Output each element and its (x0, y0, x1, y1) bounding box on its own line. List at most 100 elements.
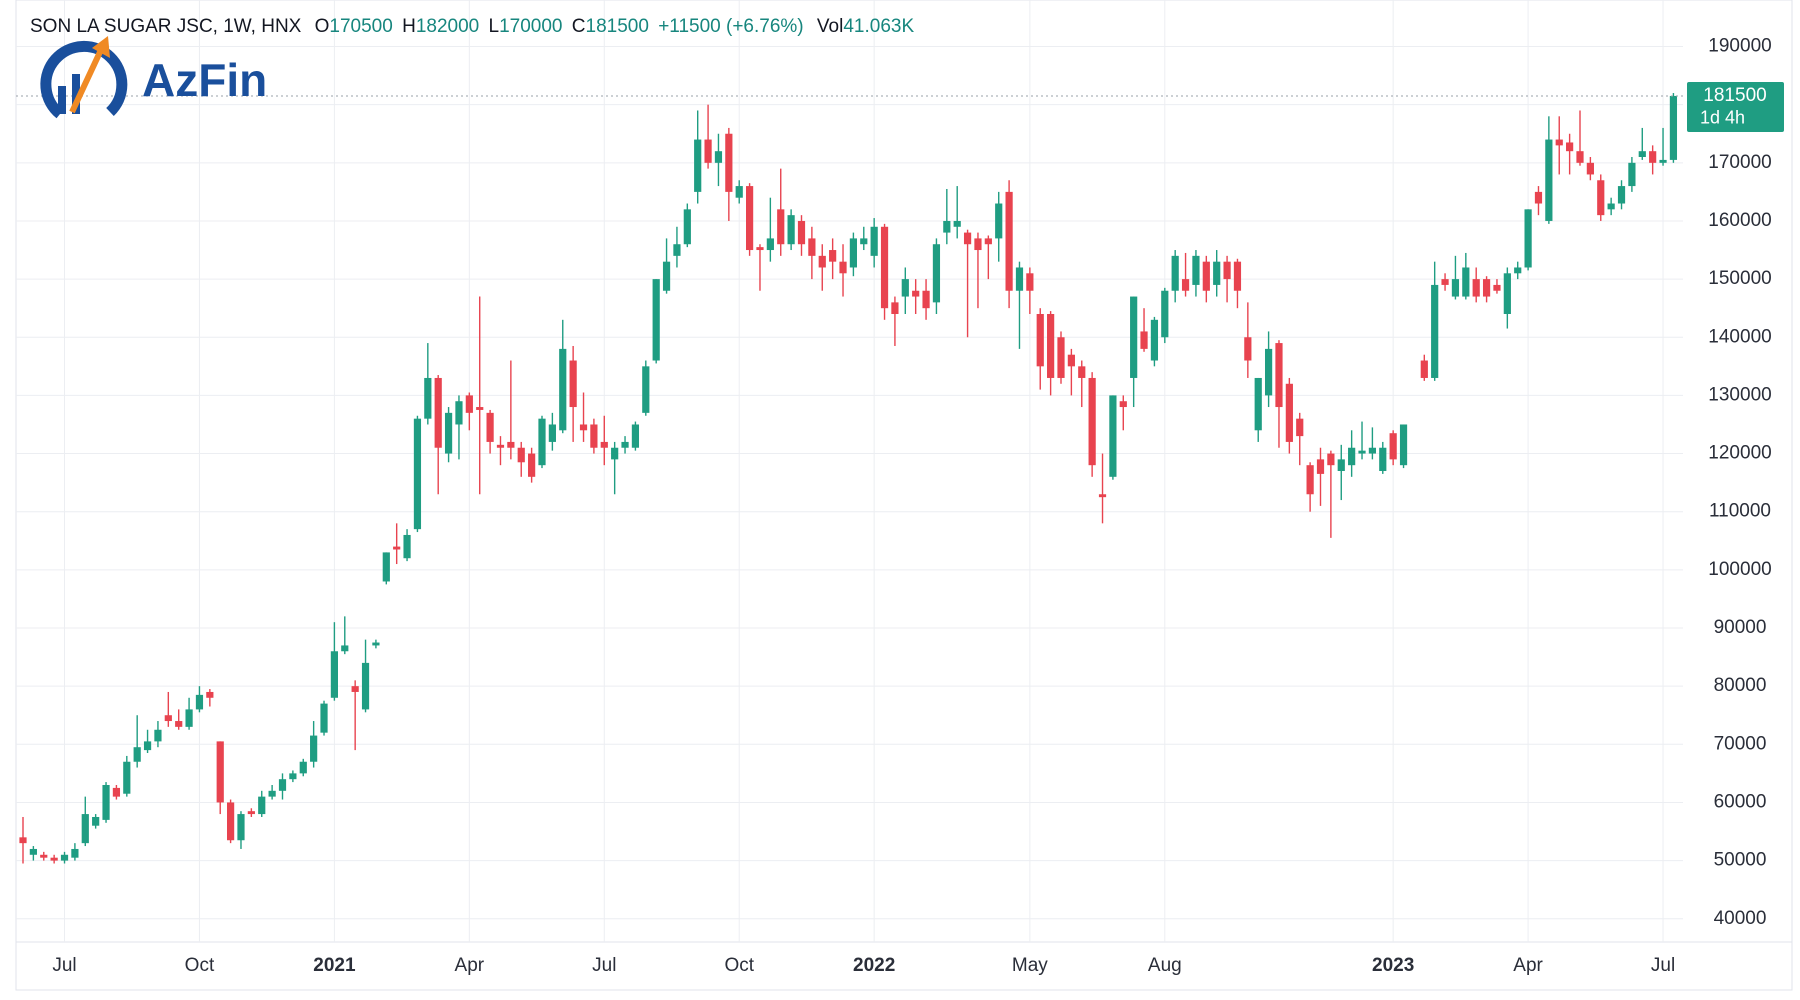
candles (16, 93, 1683, 864)
candle-body (1244, 337, 1252, 361)
chart-frame (15, 0, 1793, 991)
candle-body (123, 761, 131, 794)
logo-text: AzFin (142, 54, 267, 106)
candle-body (517, 447, 525, 463)
candle-body (538, 418, 546, 466)
x-tick-label: Oct (724, 955, 754, 976)
candle-body (1327, 453, 1335, 466)
candle-body (444, 412, 453, 454)
ohlc-value: 170000 (499, 16, 562, 37)
candle-body (1316, 459, 1325, 474)
y-tick-label: 60000 (1714, 791, 1767, 812)
logo-bar (72, 74, 80, 114)
candle-body (40, 854, 48, 858)
price-tag-value: 181500 (1703, 85, 1766, 106)
candle-body (642, 366, 650, 413)
candle-body (1306, 465, 1314, 495)
candle-body (92, 816, 100, 826)
candle-body (1597, 180, 1605, 216)
candle-body (1472, 279, 1480, 297)
candle-body (1181, 279, 1190, 291)
y-tick-label: 160000 (1708, 210, 1771, 231)
candle-body (1399, 424, 1408, 466)
candle-body (922, 290, 930, 309)
candle-body (424, 377, 432, 419)
candle-body (1638, 151, 1646, 157)
candle-body (725, 133, 733, 192)
candle-body (71, 848, 79, 858)
candle-body (465, 395, 473, 413)
candle-body (268, 790, 276, 797)
ohlc-label: O (315, 16, 330, 37)
y-tick-label: 170000 (1708, 152, 1771, 173)
candle-body (849, 238, 857, 268)
candle-body (548, 424, 556, 442)
y-tick-label: 70000 (1714, 733, 1767, 754)
candle-body (1348, 447, 1356, 466)
candle-body (1566, 142, 1574, 152)
candle-body (102, 785, 110, 820)
candle-body (963, 232, 972, 245)
candle-body (434, 377, 442, 448)
candle-body (1368, 447, 1376, 454)
candle-body (559, 348, 567, 431)
candle-body (1265, 348, 1273, 396)
candle-body (1389, 433, 1397, 460)
x-tick-label: 2022 (853, 955, 895, 976)
x-tick-label: Jul (592, 955, 616, 976)
candle-body (808, 238, 816, 256)
price-tag (1687, 81, 1784, 132)
candle-body (50, 857, 58, 861)
y-tick-label: 40000 (1714, 908, 1767, 929)
volume-label: Vol (817, 16, 843, 37)
price-tag-countdown: 1d 4h (1700, 108, 1745, 128)
candle-body (673, 244, 681, 256)
candle-body (590, 424, 598, 448)
candle-body (60, 854, 69, 861)
candle-body (1161, 290, 1169, 338)
candle-body (1358, 450, 1366, 454)
candle-body (278, 779, 287, 791)
candle-body (1441, 279, 1449, 285)
candle-body (880, 226, 889, 309)
candle-body (1202, 261, 1210, 291)
candle-body (1057, 337, 1065, 378)
x-tick-label: 2021 (313, 955, 356, 976)
candle-body (372, 642, 380, 646)
candle-body (237, 814, 245, 841)
ohlc-label: H (402, 16, 416, 37)
candle-body (1462, 267, 1470, 297)
x-tick-label: May (1012, 955, 1048, 976)
candle-body (683, 209, 691, 245)
axes: 40000 50000 60000 70000 80000 90000 100000 1100… (52, 36, 1784, 976)
candle-body (289, 773, 297, 780)
candle-body (611, 447, 619, 460)
candle-body (1067, 354, 1075, 367)
candle-body (382, 552, 390, 582)
candle-body (351, 686, 359, 692)
candle-body (29, 848, 37, 855)
candle-body (185, 709, 193, 727)
candle-body (195, 694, 204, 710)
candle-body (694, 139, 702, 192)
logo-arrow (69, 50, 103, 114)
candle-body (829, 250, 837, 262)
x-tick-label: Jul (52, 955, 76, 976)
candle-body (1586, 162, 1594, 175)
candle-body (1607, 203, 1615, 210)
ohlc-value: 182000 (416, 16, 479, 37)
candle-body (1078, 366, 1086, 378)
candle-body (1420, 360, 1428, 378)
candle-body (206, 691, 214, 698)
header-title: SON LA SUGAR JSC, 1W, HNX (30, 16, 302, 37)
candle-body (600, 441, 608, 448)
candle-body (1130, 296, 1138, 378)
candle-body (1379, 447, 1387, 471)
candle-body (756, 247, 764, 251)
candle-body (912, 290, 920, 297)
candle-body (777, 209, 785, 245)
candle-body (631, 424, 640, 448)
candle-body (413, 418, 422, 530)
candle-body (1431, 284, 1439, 378)
candle-body (1649, 151, 1657, 163)
